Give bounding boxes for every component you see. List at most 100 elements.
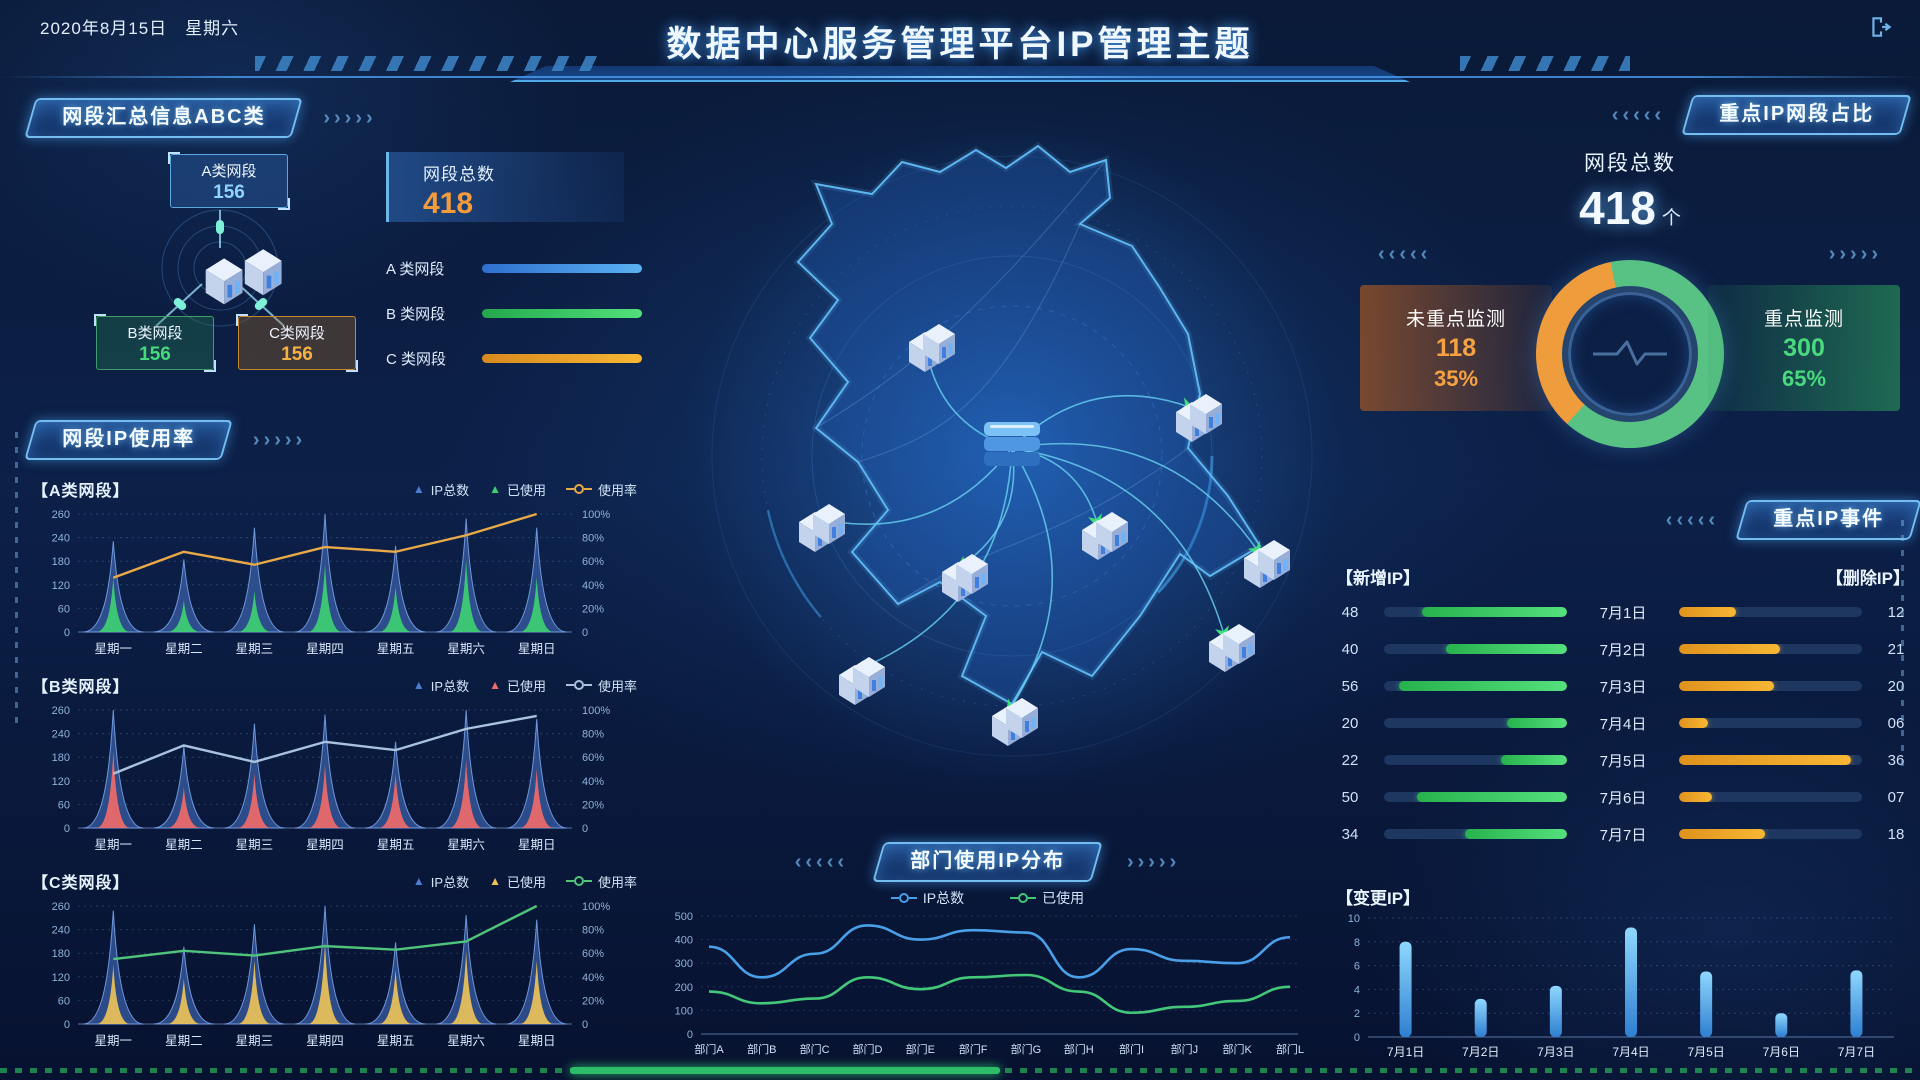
svg-text:100%: 100%	[582, 705, 610, 717]
svg-text:60%: 60%	[582, 556, 604, 568]
add-bar	[1398, 681, 1567, 691]
svg-text:部门K: 部门K	[1223, 1042, 1253, 1056]
legend-item-total[interactable]: ▲ IP总数	[412, 482, 470, 498]
svg-text:20%: 20%	[582, 603, 604, 615]
panel-dept-distribution: 部门使用IP分布 IP总数 已使用 0 100 200 300 400 500 部门A 部门B 部…	[655, 842, 1320, 1077]
panel-header-ip-usage: 网段IP使用率	[24, 420, 233, 460]
ip-event-rows: 48 7月1日 12 40 7月2日 21 56 7月3日 20 20 7月4日 06 22 7月5日 36…	[1330, 600, 1916, 846]
svg-text:星期一: 星期一	[95, 642, 133, 656]
add-bar-track	[1384, 607, 1567, 617]
svg-text:0: 0	[582, 1019, 588, 1031]
date-text: 2020年8月15日	[40, 19, 168, 38]
del-bar-track	[1679, 644, 1862, 654]
legend-item[interactable]: C 类网段	[386, 348, 642, 369]
svg-text:4: 4	[1354, 984, 1360, 996]
ratio-total-value: 418 个	[1579, 182, 1681, 234]
usage-chart-block-b: 【B类网段】 ▲ IP总数 ▲ 已使用 使用率 0 0 60 20% 120 40% 180 60% 2…	[30, 672, 645, 861]
legend-item[interactable]: A 类网段	[386, 258, 642, 279]
svg-text:星期二: 星期二	[165, 1034, 203, 1048]
svg-text:10: 10	[1348, 913, 1360, 925]
svg-text:部门C: 部门C	[800, 1042, 830, 1056]
legend-item[interactable]: IP总数	[890, 888, 964, 908]
legend-item-rate[interactable]: 使用率	[565, 480, 637, 499]
svg-text:180: 180	[52, 752, 70, 764]
legend-item-used[interactable]: ▲ 已使用	[489, 678, 546, 694]
del-bar-track	[1679, 792, 1862, 802]
legend-item-rate[interactable]: 使用率	[565, 676, 637, 695]
series-IP总数	[708, 924, 1291, 979]
del-count: 36	[1887, 751, 1905, 769]
header-line	[0, 76, 1920, 78]
ip-event-row: 56 7月3日 20	[1330, 674, 1916, 698]
legend-item-total[interactable]: ▲ IP总数	[412, 678, 470, 694]
panel-header-ratio: 重点IP网段占比	[1681, 95, 1912, 135]
svg-text:40%: 40%	[582, 580, 604, 592]
add-bar-track	[1384, 755, 1567, 765]
svg-text:240: 240	[52, 925, 70, 937]
legend-item-used[interactable]: ▲ 已使用	[489, 482, 546, 498]
svg-text:20%: 20%	[582, 995, 604, 1007]
ip-event-row: 22 7月5日 36	[1330, 748, 1916, 772]
logout-icon[interactable]	[1868, 14, 1894, 40]
chevrons-left-icon	[1666, 509, 1719, 532]
del-count: 18	[1887, 825, 1905, 843]
svg-text:7月6日: 7月6日	[1763, 1045, 1800, 1059]
add-ip-label: 【新增IP】	[1336, 569, 1421, 588]
ip-event-row: 20 7月4日 06	[1330, 711, 1916, 735]
svg-text:星期四: 星期四	[306, 838, 344, 852]
event-date: 7月5日	[1599, 752, 1647, 770]
svg-text:星期五: 星期五	[377, 642, 415, 656]
usage-chart-b: 0 0 60 20% 120 40% 180 60% 240 80% 260 100% 星期一 星期二 星期…	[52, 705, 611, 852]
svg-text:星期三: 星期三	[236, 642, 274, 656]
chevrons-right-icon	[253, 429, 306, 452]
series-rate	[113, 904, 538, 961]
svg-text:0: 0	[687, 1029, 693, 1041]
unmonitored-card: 未重点监测 118 35%	[1360, 285, 1552, 411]
legend-item-total[interactable]: ▲ IP总数	[412, 874, 470, 890]
del-bar	[1679, 681, 1775, 691]
change-bar	[1474, 998, 1487, 1037]
legend-bar-b-icon	[482, 309, 642, 318]
chevrons-right-icon	[323, 107, 376, 130]
event-date: 7月7日	[1599, 826, 1647, 844]
ip-event-row: 34 7月7日 18	[1330, 822, 1916, 846]
svg-text:120: 120	[52, 972, 70, 984]
center-database-icon	[984, 422, 1040, 466]
legend-item[interactable]: B 类网段	[386, 303, 642, 324]
legend-item-rate[interactable]: 使用率	[565, 872, 637, 891]
svg-text:星期三: 星期三	[236, 1034, 274, 1048]
svg-text:部门H: 部门H	[1064, 1042, 1094, 1056]
svg-text:部门F: 部门F	[959, 1042, 988, 1056]
chevrons-left-icon	[1378, 243, 1431, 266]
svg-text:2: 2	[1354, 1008, 1360, 1020]
svg-text:部门B: 部门B	[747, 1042, 776, 1056]
legend-item[interactable]: 已使用	[1010, 888, 1084, 908]
svg-text:500: 500	[675, 911, 693, 923]
usage-chart-a: 0 0 60 20% 120 40% 180 60% 240 80% 260 100% 星期一 星期二 星期…	[52, 509, 611, 656]
monitor-ratio-donut	[1536, 260, 1724, 448]
add-count: 22	[1341, 751, 1359, 769]
chevrons-left-icon	[1612, 104, 1665, 127]
ip-event-row: 50 7月6日 07	[1330, 785, 1916, 809]
chart-title: 【C类网段】	[32, 875, 130, 892]
svg-text:7月4日: 7月4日	[1612, 1045, 1649, 1059]
legend-item-used[interactable]: ▲ 已使用	[489, 874, 546, 890]
node-c-segment: C类网段 156	[236, 314, 358, 372]
svg-text:星期四: 星期四	[306, 642, 344, 656]
series-used	[96, 750, 554, 828]
svg-text:0: 0	[64, 627, 70, 639]
chevrons-right-icon	[1829, 243, 1882, 266]
svg-text:星期五: 星期五	[377, 1034, 415, 1048]
svg-text:部门J: 部门J	[1171, 1042, 1199, 1056]
svg-text:部门D: 部门D	[852, 1042, 882, 1056]
chart-legend: IP总数 已使用	[655, 888, 1320, 908]
svg-text:0: 0	[64, 823, 70, 835]
svg-text:40%: 40%	[582, 972, 604, 984]
svg-text:6: 6	[1354, 961, 1360, 973]
svg-text:200: 200	[675, 982, 693, 994]
add-count: 20	[1341, 714, 1359, 732]
edge-ticks-right-icon	[1901, 520, 1904, 770]
event-date: 7月3日	[1599, 678, 1647, 696]
add-bar	[1501, 755, 1567, 765]
